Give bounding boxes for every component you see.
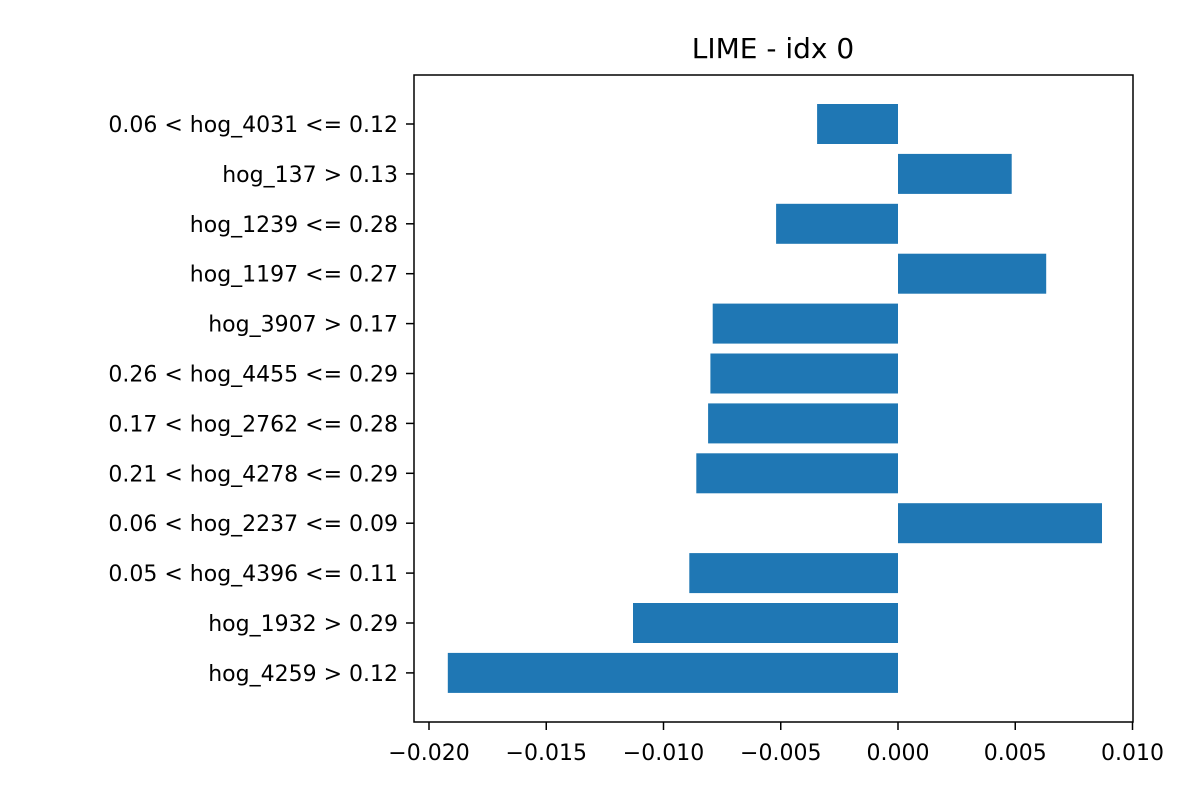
y-tick-label: hog_1932 > 0.29 bbox=[208, 612, 398, 637]
x-tick-label: −0.015 bbox=[506, 741, 587, 766]
bar bbox=[712, 303, 898, 344]
x-axis: −0.020 −0.015 −0.010 −0.005 0.000 0.005 0.010 bbox=[388, 722, 1164, 766]
bar bbox=[633, 603, 898, 643]
y-tick-label: 0.06 < hog_4031 <= 0.12 bbox=[108, 113, 398, 138]
y-tick-label: 0.21 < hog_4278 <= 0.29 bbox=[108, 462, 398, 487]
y-axis: 0.06 < hog_4031 <= 0.12 hog_137 > 0.13 hog… bbox=[108, 113, 414, 687]
bar bbox=[898, 153, 1012, 194]
plot-frame bbox=[413, 74, 1134, 723]
bar bbox=[817, 104, 898, 144]
bar bbox=[776, 203, 898, 244]
y-tick-label: hog_137 > 0.13 bbox=[222, 163, 398, 188]
bar bbox=[708, 403, 898, 444]
bar bbox=[696, 453, 898, 494]
bar bbox=[710, 353, 898, 394]
y-tick-label: hog_3907 > 0.17 bbox=[208, 313, 398, 338]
y-tick-label: hog_1197 <= 0.27 bbox=[190, 263, 398, 288]
x-tick-label: −0.010 bbox=[623, 741, 704, 766]
y-tick-label: 0.17 < hog_2762 <= 0.28 bbox=[108, 412, 398, 437]
x-tick-label: −0.020 bbox=[388, 741, 469, 766]
y-tick-label: 0.26 < hog_4455 <= 0.29 bbox=[108, 363, 398, 388]
bar bbox=[689, 553, 898, 594]
y-tick-label: hog_4259 > 0.12 bbox=[208, 662, 398, 687]
x-tick-label: 0.005 bbox=[984, 741, 1047, 766]
y-tick-label: 0.06 < hog_2237 <= 0.09 bbox=[108, 512, 398, 537]
chart-title: LIME - idx 0 bbox=[692, 32, 854, 65]
y-tick-label: 0.05 < hog_4396 <= 0.11 bbox=[108, 562, 398, 587]
bars-layer bbox=[447, 104, 1102, 693]
bar bbox=[898, 503, 1102, 544]
x-tick-label: 0.000 bbox=[867, 741, 930, 766]
bar bbox=[447, 652, 898, 693]
x-tick-label: −0.005 bbox=[740, 741, 821, 766]
bar bbox=[898, 253, 1047, 294]
y-tick-label: hog_1239 <= 0.28 bbox=[190, 213, 398, 238]
x-tick-label: 0.010 bbox=[1101, 741, 1164, 766]
